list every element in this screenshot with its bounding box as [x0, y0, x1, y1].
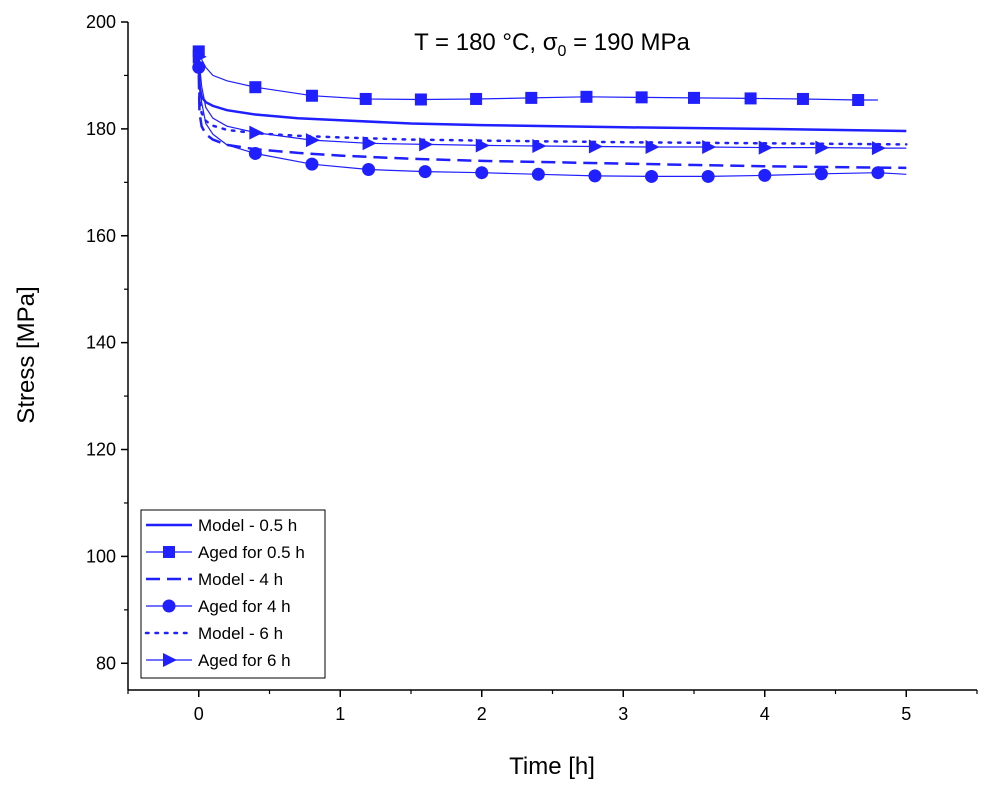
x-tick-label: 2: [477, 704, 487, 724]
legend-box: [140, 509, 326, 679]
x-tick-label: 4: [760, 704, 770, 724]
data-point: [359, 92, 372, 105]
data-point: [475, 138, 490, 153]
legend-label: Aged for 4 h: [198, 597, 291, 616]
legend-item: Model - 0.5 h: [146, 516, 297, 535]
legend-marker: [163, 653, 177, 667]
data-line: [198, 56, 907, 149]
data-point: [418, 165, 432, 179]
data-point: [248, 146, 262, 160]
y-tick-label: 180: [86, 119, 116, 139]
data-line: [198, 51, 878, 101]
data-point: [414, 93, 427, 106]
data-point: [249, 125, 264, 140]
model-line: [197, 54, 907, 133]
data-point: [645, 140, 660, 155]
x-tick-label: 5: [901, 704, 911, 724]
y-tick-label: 160: [86, 226, 116, 246]
y-axis-label: Stress [MPa]: [13, 286, 40, 423]
data-point: [588, 139, 603, 154]
x-tick-label: 0: [194, 704, 204, 724]
legend-item: Aged for 4 h: [146, 597, 291, 616]
y-tick-label: 80: [96, 653, 116, 673]
series-4: [197, 63, 908, 146]
data-point: [305, 157, 319, 171]
data-point: [871, 141, 886, 156]
axes: 80 100 120 140 160 180 200 0 1 2 3 4 5: [86, 12, 978, 724]
data-point: [362, 136, 377, 151]
data-point: [305, 133, 320, 148]
data-point: [249, 81, 262, 94]
data-point: [419, 137, 434, 152]
data-point: [475, 166, 489, 180]
data-point: [688, 91, 700, 104]
data-point: [470, 92, 483, 105]
model-line: [197, 63, 908, 146]
data-point: [635, 91, 648, 104]
data-point: [758, 140, 773, 155]
series-2: [197, 75, 907, 170]
series-0: [197, 54, 907, 133]
legend-label: Aged for 6 h: [198, 651, 291, 670]
data-point: [362, 162, 376, 176]
legend-item: Aged for 0.5 h: [146, 543, 305, 562]
legend-marker: [163, 546, 175, 558]
legend-item: Aged for 6 h: [146, 651, 291, 670]
x-tick-label: 1: [335, 704, 345, 724]
data-point: [192, 49, 207, 64]
series-5: [192, 49, 907, 156]
data-point: [645, 169, 659, 183]
y-tick-label: 200: [86, 12, 116, 32]
data-line: [198, 67, 907, 177]
data-point: [814, 167, 828, 181]
legend: Model - 0.5 h Aged for 0.5 h Model - 4 h Ag…: [140, 509, 326, 679]
data-point: [744, 92, 757, 105]
data-point: [531, 167, 545, 181]
legend-label: Model - 0.5 h: [198, 516, 297, 535]
legend-marker: [162, 599, 176, 613]
y-tick-label: 140: [86, 333, 116, 353]
y-tick-label: 100: [86, 546, 116, 566]
y-tick-label: 120: [86, 440, 116, 460]
legend-label: Model - 4 h: [198, 570, 283, 589]
chart-title: T = 180 °C, σ0 = 190 MPa: [414, 29, 690, 60]
legend-item: Model - 6 h: [144, 624, 283, 643]
series-layer: [192, 45, 908, 183]
data-point: [588, 169, 602, 183]
data-point: [532, 138, 547, 153]
series-1: [192, 45, 878, 107]
data-point: [525, 91, 538, 104]
data-point: [815, 140, 830, 155]
data-point: [852, 94, 865, 107]
model-line: [197, 75, 907, 170]
legend-label: Model - 6 h: [198, 624, 283, 643]
data-point: [305, 89, 318, 102]
x-tick-label: 3: [618, 704, 628, 724]
legend-item: Model - 4 h: [146, 570, 283, 589]
legend-label: Aged for 0.5 h: [198, 543, 305, 562]
data-point: [580, 90, 593, 103]
data-point: [871, 166, 885, 180]
data-point: [701, 169, 715, 183]
data-point: [702, 140, 717, 155]
data-point: [796, 92, 809, 105]
data-point: [758, 168, 772, 182]
x-axis-label: Time [h]: [509, 753, 595, 780]
